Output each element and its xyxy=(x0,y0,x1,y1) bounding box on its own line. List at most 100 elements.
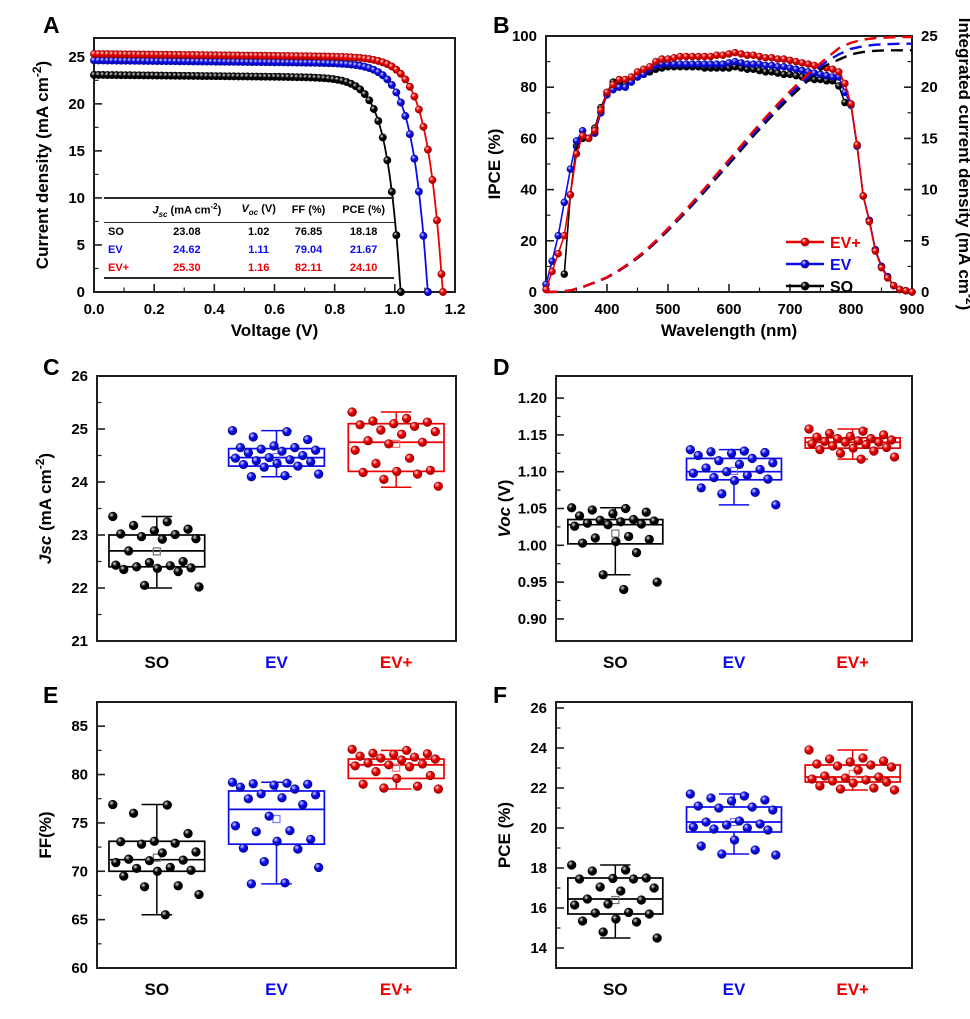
svg-text:26: 26 xyxy=(530,700,547,717)
svg-text:18: 18 xyxy=(530,860,547,877)
svg-text:800: 800 xyxy=(838,301,863,318)
box-group-EV+: EV+ xyxy=(347,744,445,999)
svg-text:0.4: 0.4 xyxy=(204,301,226,318)
svg-text:700: 700 xyxy=(777,301,802,318)
table-row: EV 24.62 1.11 79.04 21.67 xyxy=(104,241,394,259)
svg-text:400: 400 xyxy=(594,301,619,318)
svg-text:1.00: 1.00 xyxy=(518,537,547,554)
jv-metrics-table-container: Jsc (mA cm-2) Voc (V) FF (%) PCE (%) SO 23.08… xyxy=(104,197,394,279)
svg-text:60: 60 xyxy=(520,130,537,147)
svg-text:EV+: EV+ xyxy=(380,653,413,672)
jv-metrics-table: Jsc (mA cm-2) Voc (V) FF (%) PCE (%) SO 23.08… xyxy=(104,197,394,279)
svg-text:10: 10 xyxy=(921,182,938,199)
legend: EV+ EV SO xyxy=(786,235,861,296)
table-row: EV+ 25.30 1.16 82.11 24.10 xyxy=(104,259,394,278)
svg-text:23: 23 xyxy=(71,527,88,544)
integrated-series-EV+ xyxy=(545,35,912,294)
svg-text:300: 300 xyxy=(533,301,558,318)
svg-text:500: 500 xyxy=(655,301,680,318)
table-row: SO 23.08 1.02 76.85 18.18 xyxy=(104,222,394,241)
svg-text:1.10: 1.10 xyxy=(518,464,547,481)
axes: 300 400 500 600 700 800 9000204060801000510152… xyxy=(485,18,970,340)
table-cell: 1.11 xyxy=(248,243,270,256)
svg-text:5: 5 xyxy=(77,237,85,254)
table-header-cell: FF (%) xyxy=(283,198,334,223)
panel-c-jsc-boxplot: 21 22 23 24 25 26 Jsc (mA cm-2) SO EV EV+ C xyxy=(30,350,480,685)
panel-label-c: C xyxy=(43,354,60,380)
svg-text:10: 10 xyxy=(68,190,85,207)
panel-label-e: E xyxy=(43,682,59,708)
svg-text:SO: SO xyxy=(603,653,628,672)
svg-text:24: 24 xyxy=(71,474,88,491)
svg-text:900: 900 xyxy=(899,301,924,318)
row-label: EV+ xyxy=(108,261,130,274)
box-group-EV+: EV+ xyxy=(804,745,901,999)
table-header-cell: PCE (%) xyxy=(333,198,394,223)
svg-text:Voc (V): Voc (V) xyxy=(495,480,514,538)
svg-text:16: 16 xyxy=(530,900,547,917)
series-EV+ xyxy=(90,50,447,296)
table-cell: 1.02 xyxy=(247,225,270,238)
svg-text:FF(%): FF(%) xyxy=(36,811,55,858)
svg-text:80: 80 xyxy=(71,767,88,784)
panel-e-ff-boxplot: 60 65 70 75 80 85 FF(%) SO EV EV+ E xyxy=(30,678,480,1016)
svg-text:PCE (%): PCE (%) xyxy=(495,802,514,868)
svg-text:21: 21 xyxy=(71,633,88,650)
svg-text:0.6: 0.6 xyxy=(264,301,285,318)
svg-text:Integrated current density (mA: Integrated current density (mA cm-2) xyxy=(955,18,970,311)
svg-text:EV: EV xyxy=(265,980,288,999)
box-group-EV: EV xyxy=(227,425,326,672)
table-cell: 1.16 xyxy=(247,261,270,274)
svg-text:EV: EV xyxy=(723,653,746,672)
svg-text:0.90: 0.90 xyxy=(518,611,547,628)
jsc-boxplot-chart: 21 22 23 24 25 26 Jsc (mA cm-2) SO EV EV+ xyxy=(33,368,457,672)
ipce-chart: 300 400 500 600 700 800 9000204060801000510152… xyxy=(485,18,970,340)
table-cell: 25.30 xyxy=(173,261,201,274)
row-label: SO xyxy=(108,225,124,238)
box-group-EV: EV xyxy=(685,444,783,672)
svg-text:SO: SO xyxy=(145,653,170,672)
legend-item-SO: SO xyxy=(786,279,853,296)
svg-text:1.15: 1.15 xyxy=(518,427,547,444)
pce-boxplot-chart: 14 16 18 20 22 24 26 PCE (%) SO EV EV+ xyxy=(495,700,913,999)
svg-text:0: 0 xyxy=(77,284,85,301)
svg-text:Wavelength (nm): Wavelength (nm) xyxy=(661,321,797,340)
svg-text:25: 25 xyxy=(71,421,88,438)
svg-text:60: 60 xyxy=(71,960,88,977)
panel-label-b: B xyxy=(493,12,510,38)
jv-curves-chart: 0.0 0.2 0.4 0.6 0.8 1.0 1.2 0 5 10 15 20 25 Voltage (… xyxy=(30,37,465,340)
svg-text:0: 0 xyxy=(529,284,537,301)
svg-text:26: 26 xyxy=(71,368,88,385)
panel-f-pce-boxplot: 14 16 18 20 22 24 26 PCE (%) SO EV EV+ F xyxy=(480,678,970,1016)
voc-boxplot-chart: 0.90 0.95 1.00 1.05 1.10 1.15 1.20 Voc (V) SO EV E… xyxy=(495,375,913,672)
svg-text:EV+: EV+ xyxy=(830,235,861,252)
box-group-SO: SO xyxy=(108,511,206,672)
box-group-SO: SO xyxy=(108,799,206,999)
table-cell: 18.18 xyxy=(349,225,378,238)
panel-label-a: A xyxy=(43,12,60,38)
svg-text:24: 24 xyxy=(530,740,547,757)
svg-text:15: 15 xyxy=(921,130,938,147)
table-cell: 23.08 xyxy=(173,225,201,238)
svg-text:1.0: 1.0 xyxy=(384,301,405,318)
svg-text:20: 20 xyxy=(68,96,85,113)
box-group-SO: SO xyxy=(567,503,664,672)
ff-boxplot-chart: 60 65 70 75 80 85 FF(%) SO EV EV+ xyxy=(36,701,457,999)
axes: 0.90 0.95 1.00 1.05 1.10 1.15 1.20 Voc (V) xyxy=(495,375,913,642)
svg-text:20: 20 xyxy=(520,233,537,250)
svg-text:0: 0 xyxy=(921,284,929,301)
integrated-series-SO xyxy=(545,49,912,294)
table-cell: 82.11 xyxy=(295,261,322,274)
svg-text:22: 22 xyxy=(71,580,88,597)
svg-text:EV+: EV+ xyxy=(380,980,413,999)
svg-text:SO: SO xyxy=(830,279,853,296)
svg-text:20: 20 xyxy=(921,79,938,96)
series-SO xyxy=(90,70,405,296)
svg-text:70: 70 xyxy=(71,863,88,880)
ipce-series-EV+ xyxy=(542,48,916,296)
table-header-cell: Voc (V) xyxy=(233,198,284,223)
panel-b-ipce-spectra: 300 400 500 600 700 800 900 0 20 40 60 80 100 0 5 10 15 2… xyxy=(480,8,970,348)
svg-text:40: 40 xyxy=(520,182,537,199)
svg-text:SO: SO xyxy=(145,980,170,999)
